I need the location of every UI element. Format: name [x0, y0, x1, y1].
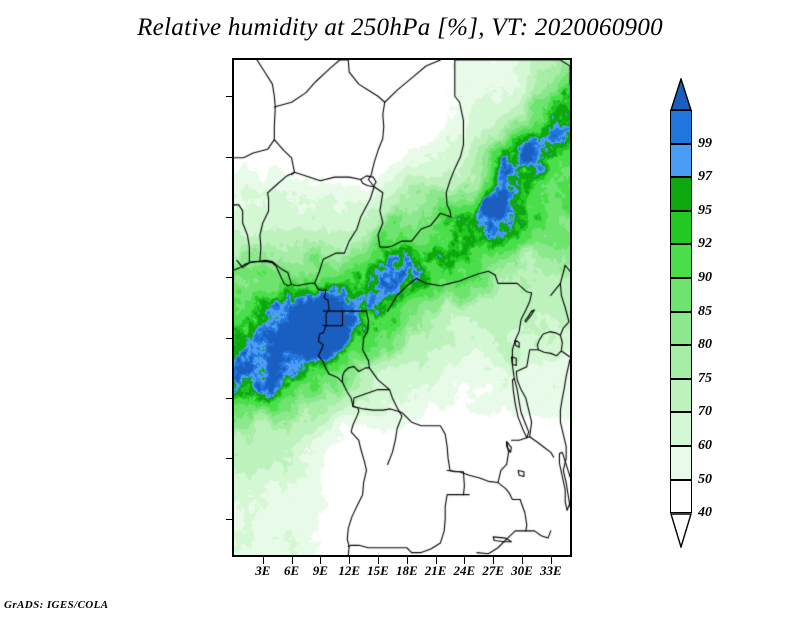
x-axis-tick: [493, 557, 495, 564]
x-axis-tick: [291, 557, 293, 564]
x-axis-tick-label: 15E: [367, 563, 389, 578]
colorbar-bottom-arrow: [670, 513, 692, 550]
colorbar-tick-label: 99: [698, 135, 712, 151]
x-axis-tick: [522, 557, 523, 564]
colorbar-tick-label: 85: [698, 303, 712, 319]
footer-credit: GrADS: IGES/COLA: [4, 599, 109, 611]
colorbar-tick-label: 95: [698, 202, 712, 218]
colorbar: 99 97 95 92 90 85 80 75 70 60 50 40: [670, 76, 712, 550]
colorbar-band: [670, 110, 692, 144]
colorbar-band: [670, 479, 692, 514]
x-axis-tick-label: 21E: [424, 563, 447, 578]
coastline-border-canvas: [234, 60, 570, 555]
colorbar-band: [670, 177, 692, 211]
colorbar-band: [670, 278, 692, 312]
colorbar-band: [670, 446, 692, 480]
y-axis-tick: [226, 277, 233, 279]
map-plot-area: [232, 58, 572, 557]
x-axis-tick: [550, 557, 552, 564]
x-axis-tick-label: 12E: [338, 563, 361, 578]
colorbar-tick-label: 90: [698, 270, 712, 285]
x-axis-tick: [464, 557, 466, 564]
colorbar-band: [670, 378, 692, 413]
y-axis-tick: [226, 337, 233, 339]
x-axis-tick-label: 6E: [284, 563, 300, 578]
colorbar-tick-label: 92: [698, 236, 712, 252]
x-axis-tick: [349, 557, 351, 564]
colorbar-band: [670, 345, 692, 379]
page-title: Relative humidity at 250hPa [%], VT: 202…: [137, 14, 663, 41]
colorbar-tick-label: 60: [698, 438, 712, 453]
x-axis-tick: [435, 557, 437, 564]
colorbar-band: [670, 412, 692, 446]
y-axis-tick: [226, 216, 233, 218]
colorbar-tick-label: 80: [698, 337, 712, 353]
x-axis-tick-label: 9E: [312, 563, 328, 578]
x-axis-tick: [320, 557, 322, 564]
y-axis-tick: [226, 398, 233, 400]
x-axis-tick: [262, 557, 264, 564]
x-axis-tick: [406, 557, 408, 564]
x-axis-tick-label: 33E: [539, 563, 562, 578]
colorbar-tick-label: 70: [698, 404, 712, 420]
y-axis-tick: [226, 156, 233, 158]
colorbar-tick-label: 40: [698, 505, 712, 521]
colorbar-tick-label: 50: [698, 471, 712, 487]
x-axis-tick: [378, 557, 379, 564]
colorbar-band: [670, 210, 692, 245]
colorbar-tick-label: 97: [698, 169, 712, 185]
x-axis-tick-label: 3E: [255, 563, 271, 578]
y-axis-tick: [226, 518, 233, 520]
colorbar-band: [670, 311, 692, 346]
colorbar-band: [670, 143, 692, 178]
x-axis-tick-label: 30E: [511, 563, 533, 578]
y-axis-tick: [226, 458, 233, 460]
colorbar-band: [670, 244, 692, 278]
x-axis-tick-label: 18E: [395, 563, 418, 578]
x-axis-tick-label: 27E: [482, 563, 505, 578]
x-axis-tick-label: 24E: [453, 563, 476, 578]
colorbar-tick-label: 75: [698, 370, 712, 386]
colorbar-top-arrow: [670, 76, 692, 111]
y-axis-tick: [226, 96, 233, 98]
